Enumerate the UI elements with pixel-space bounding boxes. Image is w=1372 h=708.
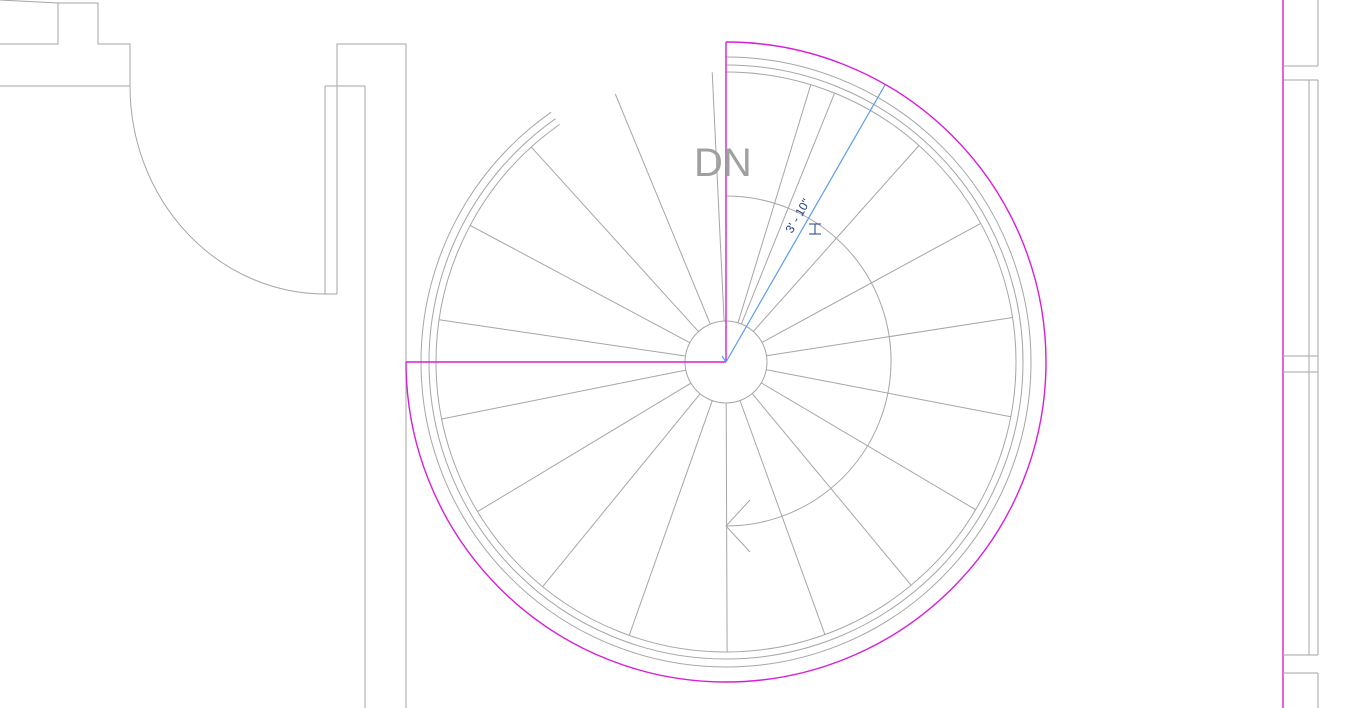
stair-tread-line — [725, 402, 728, 653]
radius-dimension[interactable]: 3' - 10" — [721, 84, 886, 363]
stair-direction-arrow — [725, 499, 751, 553]
stair-tread-line — [614, 93, 711, 325]
radius-dimension-text: 3' - 10" — [782, 196, 813, 235]
stair-tread-line — [542, 393, 701, 588]
stair-walkline — [725, 195, 892, 527]
stair-tread-line — [751, 393, 912, 586]
stair-tread-line — [530, 146, 699, 332]
stair-tread-line — [477, 382, 692, 513]
dimension-drag-handle[interactable] — [809, 223, 821, 235]
stair-railing-upper — [435, 123, 560, 363]
stair-tread-line — [766, 369, 1011, 418]
stair-railing-upper — [428, 118, 556, 363]
stair-stringer — [435, 71, 1017, 653]
direction-label: DN — [694, 141, 752, 185]
stair-railing-upper — [420, 111, 552, 363]
stair-railing-outer — [420, 56, 1032, 668]
wall-outline-top-left — [0, 0, 131, 87]
stair-railing-inner — [428, 64, 1024, 660]
stair-tread-line — [711, 72, 725, 322]
stair-treads — [420, 72, 1013, 653]
stair-tread-line — [761, 382, 976, 511]
stair-tread-line — [439, 319, 686, 357]
window-right — [1282, 0, 1319, 708]
stair-tread-line — [441, 369, 686, 420]
door-swing — [129, 85, 337, 295]
stair-tread-line — [469, 224, 691, 344]
stair-selection-outline[interactable] — [405, 41, 1047, 683]
wall-vertical — [325, 43, 407, 708]
stair-tread-line — [628, 400, 713, 636]
stair-tread-line — [739, 400, 826, 635]
